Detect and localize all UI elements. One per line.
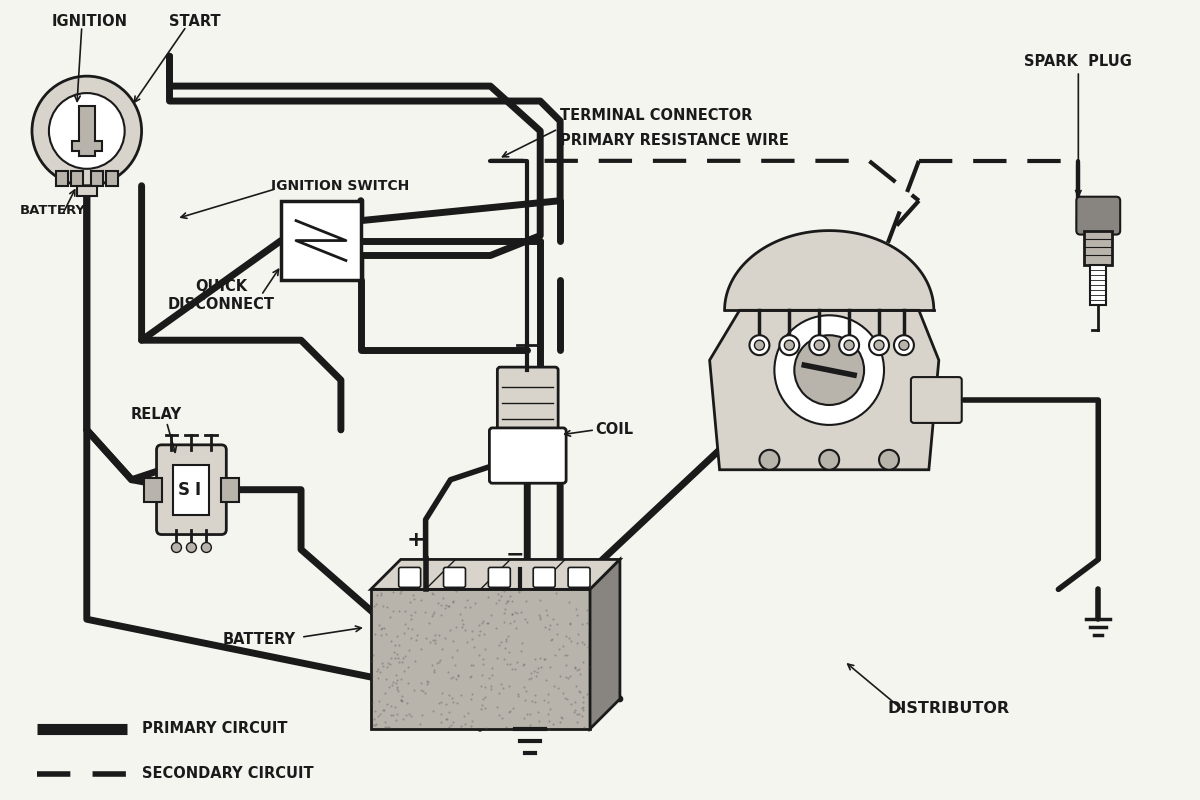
- Text: DISTRIBUTOR: DISTRIBUTOR: [888, 702, 1010, 717]
- Circle shape: [839, 335, 859, 355]
- Text: QUICK
DISCONNECT: QUICK DISCONNECT: [168, 279, 275, 311]
- Text: S: S: [178, 481, 190, 498]
- Text: BATTERY: BATTERY: [223, 632, 296, 646]
- FancyBboxPatch shape: [156, 445, 227, 534]
- Text: +: +: [407, 530, 425, 550]
- FancyBboxPatch shape: [444, 567, 466, 587]
- Circle shape: [794, 335, 864, 405]
- Circle shape: [760, 450, 779, 470]
- Polygon shape: [72, 106, 102, 156]
- Bar: [144, 478, 162, 502]
- Circle shape: [186, 542, 197, 553]
- Text: PRIMARY CIRCUIT: PRIMARY CIRCUIT: [142, 722, 287, 736]
- FancyBboxPatch shape: [398, 567, 421, 587]
- Bar: [91, 170, 103, 186]
- Text: SPARK  PLUG: SPARK PLUG: [1025, 54, 1133, 69]
- Bar: [106, 170, 118, 186]
- Text: RELAY: RELAY: [131, 407, 182, 422]
- Text: SECONDARY CIRCUIT: SECONDARY CIRCUIT: [142, 766, 313, 781]
- Bar: [371, 590, 590, 729]
- Circle shape: [750, 335, 769, 355]
- Text: COIL: COIL: [595, 422, 634, 438]
- Text: IGNITION: IGNITION: [52, 14, 128, 29]
- Polygon shape: [709, 310, 938, 470]
- FancyBboxPatch shape: [1076, 197, 1120, 234]
- FancyBboxPatch shape: [497, 367, 558, 439]
- Circle shape: [779, 335, 799, 355]
- Bar: [71, 170, 83, 186]
- Text: BATTERY: BATTERY: [20, 204, 86, 217]
- Circle shape: [869, 335, 889, 355]
- Circle shape: [202, 542, 211, 553]
- FancyBboxPatch shape: [911, 377, 961, 423]
- Polygon shape: [590, 559, 620, 729]
- FancyBboxPatch shape: [568, 567, 590, 587]
- Circle shape: [844, 340, 854, 350]
- Bar: [77, 186, 97, 196]
- Bar: [174, 465, 209, 514]
- Text: −: −: [506, 545, 524, 565]
- Polygon shape: [371, 559, 620, 590]
- Circle shape: [815, 340, 824, 350]
- Circle shape: [774, 315, 884, 425]
- Circle shape: [172, 542, 181, 553]
- Circle shape: [755, 340, 764, 350]
- Circle shape: [820, 450, 839, 470]
- Circle shape: [880, 450, 899, 470]
- FancyBboxPatch shape: [490, 428, 566, 483]
- Bar: [56, 170, 68, 186]
- Circle shape: [785, 340, 794, 350]
- Circle shape: [32, 76, 142, 186]
- Text: IGNITION SWITCH: IGNITION SWITCH: [271, 178, 409, 193]
- Circle shape: [49, 93, 125, 169]
- Text: I: I: [194, 481, 200, 498]
- Circle shape: [899, 340, 908, 350]
- Circle shape: [874, 340, 884, 350]
- Text: TERMINAL CONNECTOR: TERMINAL CONNECTOR: [560, 109, 752, 123]
- Bar: [221, 478, 239, 502]
- Text: PRIMARY RESISTANCE WIRE: PRIMARY RESISTANCE WIRE: [560, 134, 790, 149]
- Polygon shape: [725, 230, 934, 310]
- FancyBboxPatch shape: [533, 567, 556, 587]
- Bar: [1085, 230, 1112, 266]
- FancyBboxPatch shape: [488, 567, 510, 587]
- Circle shape: [809, 335, 829, 355]
- Text: START: START: [169, 14, 221, 29]
- Circle shape: [894, 335, 914, 355]
- Bar: [1091, 266, 1106, 306]
- Bar: [281, 201, 361, 281]
